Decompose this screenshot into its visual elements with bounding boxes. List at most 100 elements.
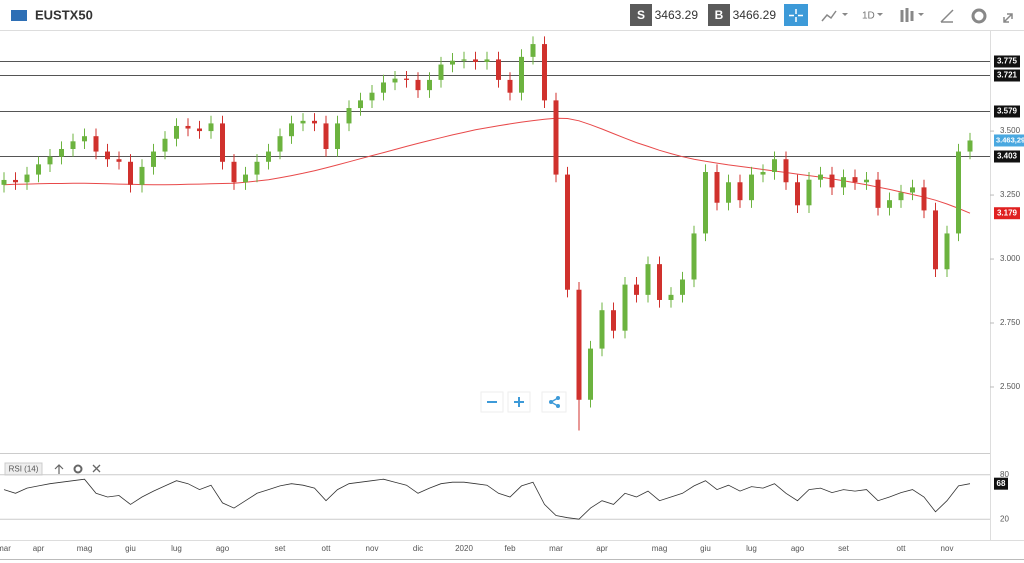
share-button[interactable] bbox=[541, 391, 567, 413]
candle-body bbox=[875, 179, 881, 208]
x-tick-label: feb bbox=[504, 544, 516, 553]
candle-body bbox=[312, 120, 317, 124]
candle-body bbox=[576, 289, 582, 400]
candle-body bbox=[530, 44, 536, 57]
candle-body bbox=[565, 174, 570, 290]
zoom-controls bbox=[480, 391, 567, 413]
x-tick-label: mar bbox=[549, 544, 563, 553]
candle-body bbox=[726, 182, 731, 203]
rsi-settings[interactable] bbox=[73, 464, 83, 474]
candle-body bbox=[484, 59, 490, 62]
buy-label[interactable]: B bbox=[715, 8, 724, 22]
moving-average bbox=[3, 117, 971, 214]
candle-body bbox=[783, 159, 789, 183]
price-line-label: 3.403 bbox=[997, 152, 1018, 161]
candle-body bbox=[622, 284, 628, 331]
candle-body bbox=[36, 164, 41, 175]
candle-body bbox=[944, 233, 950, 270]
buy-price[interactable]: 3466.29 bbox=[733, 8, 777, 22]
candle-body bbox=[921, 187, 927, 211]
candle-body bbox=[13, 179, 18, 183]
candle-body bbox=[346, 108, 352, 124]
candle-body bbox=[714, 172, 720, 203]
y-tick-label: 3.250 bbox=[1000, 190, 1021, 199]
candle-body bbox=[967, 140, 973, 152]
x-tick-label: mar bbox=[0, 544, 11, 553]
candle-body bbox=[645, 264, 651, 295]
x-tick-label: 2020 bbox=[455, 544, 473, 553]
candle-body bbox=[82, 136, 87, 142]
candle-body bbox=[266, 151, 271, 162]
candle-body bbox=[933, 210, 938, 270]
rsi-move-up[interactable] bbox=[54, 464, 64, 474]
candle-body bbox=[59, 148, 64, 157]
candle-body bbox=[358, 100, 363, 109]
x-tick-label: mag bbox=[77, 544, 93, 553]
x-tick-label: apr bbox=[33, 544, 45, 553]
chart-type-icon[interactable] bbox=[821, 10, 837, 22]
candle-body bbox=[507, 79, 513, 93]
candle-body bbox=[231, 161, 237, 183]
candle-body bbox=[668, 294, 674, 300]
price-line-label: 3.721 bbox=[997, 71, 1018, 80]
price-line-box bbox=[994, 69, 1020, 82]
buy-button[interactable] bbox=[708, 4, 730, 26]
settings-icon[interactable] bbox=[971, 8, 987, 24]
rsi-tick-label: 80 bbox=[1000, 470, 1009, 479]
candle-body bbox=[24, 174, 30, 183]
y-tick-label: 3.500 bbox=[1000, 126, 1021, 135]
candle-body bbox=[795, 182, 800, 206]
candle-body bbox=[254, 161, 260, 175]
candle-body bbox=[841, 177, 846, 188]
timeframe[interactable]: 1D bbox=[862, 11, 875, 22]
sell-label[interactable]: S bbox=[637, 8, 645, 22]
sell-button[interactable] bbox=[630, 4, 652, 26]
rsi-value-box bbox=[994, 477, 1008, 490]
candle-body bbox=[381, 82, 386, 93]
rsi-tick-label: 20 bbox=[1000, 514, 1009, 523]
price-line-label: 3.775 bbox=[997, 57, 1018, 66]
fullscreen-icon[interactable] bbox=[1003, 13, 1013, 23]
candle-body bbox=[335, 123, 340, 149]
rsi-close[interactable] bbox=[92, 464, 101, 473]
candle-body bbox=[105, 151, 110, 160]
candle-body bbox=[300, 120, 306, 124]
rsi-label: RSI (14) bbox=[9, 465, 39, 474]
candle-body bbox=[898, 192, 904, 201]
candle-body bbox=[438, 64, 444, 80]
x-tick-label: lug bbox=[746, 544, 757, 553]
candle-body bbox=[496, 59, 501, 80]
candle-body bbox=[749, 174, 754, 201]
candle-body bbox=[162, 138, 168, 152]
candle-body bbox=[128, 161, 133, 185]
x-tick-label: apr bbox=[596, 544, 608, 553]
share-dot bbox=[556, 404, 560, 408]
rsi-value-label: 68 bbox=[997, 479, 1006, 488]
candle-body bbox=[461, 59, 467, 61]
candle-body bbox=[289, 123, 294, 137]
crosshair-button[interactable] bbox=[784, 4, 808, 26]
y-tick-label: 2.500 bbox=[1000, 382, 1021, 391]
candle-body bbox=[392, 78, 398, 83]
candle-body bbox=[323, 123, 329, 149]
price-line-label: 3.579 bbox=[997, 107, 1018, 116]
candle-body bbox=[887, 200, 892, 208]
x-tick-label: giu bbox=[125, 544, 136, 553]
sell-price[interactable]: 3463.29 bbox=[655, 8, 699, 22]
symbol: EUSTX50 bbox=[35, 7, 93, 22]
x-tick-label: lug bbox=[171, 544, 182, 553]
dropdown-caret bbox=[842, 13, 848, 16]
candle-body bbox=[852, 177, 858, 183]
candle-body bbox=[634, 284, 639, 295]
candle-body bbox=[450, 60, 455, 65]
draw-icon[interactable] bbox=[940, 9, 954, 23]
candle-body bbox=[737, 182, 743, 201]
price-line-box bbox=[994, 55, 1020, 68]
candle-body bbox=[691, 233, 697, 280]
x-tick-label: mag bbox=[652, 544, 668, 553]
candle-body bbox=[427, 79, 432, 91]
candle-body bbox=[760, 172, 766, 175]
price-line-box bbox=[994, 150, 1020, 163]
candle-body bbox=[772, 159, 777, 173]
candles-icon[interactable] bbox=[900, 8, 914, 22]
